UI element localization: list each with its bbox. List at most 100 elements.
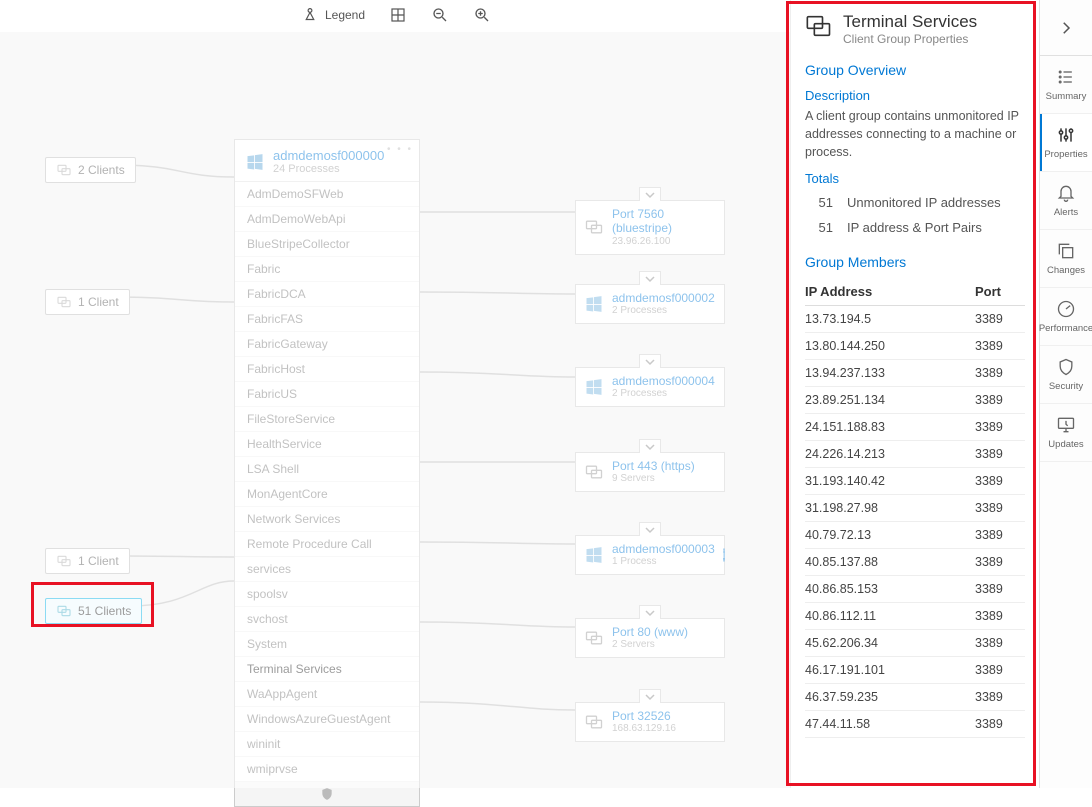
table-row[interactable]: 31.198.27.983389 xyxy=(805,495,1025,522)
rail-item-performance[interactable]: Performance xyxy=(1040,288,1092,346)
process-item[interactable]: LSA Shell xyxy=(235,457,419,482)
process-item[interactable]: Remote Procedure Call xyxy=(235,532,419,557)
process-item[interactable]: FileStoreService xyxy=(235,407,419,432)
process-item[interactable]: FabricFAS xyxy=(235,307,419,332)
windows-icon xyxy=(584,545,604,565)
expand-toggle[interactable] xyxy=(639,605,661,619)
zoom-in-icon[interactable] xyxy=(473,6,491,24)
process-item[interactable]: MonAgentCore xyxy=(235,482,419,507)
clients-icon xyxy=(56,553,72,569)
totals-row: 51IP address & Port Pairs xyxy=(805,215,1025,240)
table-row[interactable]: 47.44.11.583389 xyxy=(805,711,1025,738)
client-group-label: 1 Client xyxy=(78,295,119,309)
machine-card-main[interactable]: • • • admdemosf000000 24 Processes AdmDe… xyxy=(234,139,420,807)
cell-ip: 45.62.206.34 xyxy=(805,630,975,657)
windows-icon xyxy=(245,152,265,172)
process-item[interactable]: FabricHost xyxy=(235,357,419,382)
cell-port: 3389 xyxy=(975,522,1025,549)
cell-ip: 46.37.59.235 xyxy=(805,684,975,711)
rail-item-alerts[interactable]: Alerts xyxy=(1040,172,1092,230)
table-row[interactable]: 31.193.140.423389 xyxy=(805,468,1025,495)
machine-node[interactable]: admdemosf0000022 Processes xyxy=(575,284,725,324)
process-item[interactable]: wininit xyxy=(235,732,419,757)
rail-expand-button[interactable] xyxy=(1040,0,1092,56)
table-row[interactable]: 40.79.72.133389 xyxy=(805,522,1025,549)
process-item[interactable]: spoolsv xyxy=(235,582,419,607)
table-row[interactable]: 13.73.194.53389 xyxy=(805,306,1025,333)
card-menu-icon[interactable]: • • • xyxy=(387,144,413,155)
process-item[interactable]: System xyxy=(235,632,419,657)
port-node[interactable]: Port 32526168.63.129.16 xyxy=(575,702,725,742)
table-row[interactable]: 46.37.59.2353389 xyxy=(805,684,1025,711)
table-row[interactable]: 13.94.237.1333389 xyxy=(805,360,1025,387)
process-item[interactable]: Terminal Services xyxy=(235,657,419,682)
node-subtitle: 2 Processes xyxy=(612,388,715,400)
rail-item-properties[interactable]: Properties xyxy=(1040,114,1092,172)
process-list: AdmDemoSFWebAdmDemoWebApiBlueStripeColle… xyxy=(235,181,419,782)
cell-ip: 24.226.14.213 xyxy=(805,441,975,468)
client-group-2[interactable]: 2 Clients xyxy=(45,157,136,183)
legend-button[interactable]: Legend xyxy=(301,6,365,24)
rail-item-updates[interactable]: Updates xyxy=(1040,404,1092,462)
process-item[interactable]: FabricGateway xyxy=(235,332,419,357)
cell-ip: 13.94.237.133 xyxy=(805,360,975,387)
process-item[interactable]: services xyxy=(235,557,419,582)
table-row[interactable]: 40.86.85.1533389 xyxy=(805,576,1025,603)
client-group-1b[interactable]: 1 Client xyxy=(45,548,130,574)
process-item[interactable]: svchost xyxy=(235,607,419,632)
table-row[interactable]: 24.226.14.2133389 xyxy=(805,441,1025,468)
dependency-map-canvas[interactable]: 2 Clients 1 Client 1 Client 51 Clients •… xyxy=(0,32,790,788)
zoom-out-icon[interactable] xyxy=(431,6,449,24)
node-subtitle: 9 Servers xyxy=(612,473,695,485)
client-group-51-selected[interactable]: 51 Clients xyxy=(45,598,142,624)
cell-port: 3389 xyxy=(975,603,1025,630)
cell-port: 3389 xyxy=(975,360,1025,387)
process-item[interactable]: AdmDemoSFWeb xyxy=(235,182,419,207)
machine-node[interactable]: admdemosf0000031 Processi xyxy=(575,535,725,575)
port-node[interactable]: Port 7560 (bluestripe)23.96.26.100 xyxy=(575,200,725,255)
port-node[interactable]: Port 443 (https)9 Servers xyxy=(575,452,725,492)
expand-toggle[interactable] xyxy=(639,187,661,201)
rail-label: Updates xyxy=(1048,439,1083,450)
table-row[interactable]: 40.86.112.113389 xyxy=(805,603,1025,630)
side-rail: SummaryPropertiesAlertsChangesPerformanc… xyxy=(1039,0,1092,788)
port-node[interactable]: Port 80 (www)2 Servers xyxy=(575,618,725,658)
expand-toggle[interactable] xyxy=(639,522,661,536)
process-item[interactable]: AdmDemoWebApi xyxy=(235,207,419,232)
expand-toggle[interactable] xyxy=(639,439,661,453)
table-row[interactable]: 13.80.144.2503389 xyxy=(805,333,1025,360)
col-port-header: Port xyxy=(975,278,1025,306)
expand-toggle[interactable] xyxy=(639,689,661,703)
cell-ip: 46.17.191.101 xyxy=(805,657,975,684)
rail-item-changes[interactable]: Changes xyxy=(1040,230,1092,288)
expand-toggle[interactable] xyxy=(639,354,661,368)
cell-port: 3389 xyxy=(975,576,1025,603)
client-group-1a[interactable]: 1 Client xyxy=(45,289,130,315)
process-item[interactable]: HealthService xyxy=(235,432,419,457)
cell-ip: 24.151.188.83 xyxy=(805,414,975,441)
panel-header: Terminal Services Client Group Propertie… xyxy=(805,12,1025,46)
table-row[interactable]: 46.17.191.1013389 xyxy=(805,657,1025,684)
process-item[interactable]: WaAppAgent xyxy=(235,682,419,707)
process-item[interactable]: Network Services xyxy=(235,507,419,532)
node-subtitle: 168.63.129.16 xyxy=(612,723,676,735)
expand-toggle[interactable] xyxy=(639,271,661,285)
cell-port: 3389 xyxy=(975,495,1025,522)
info-badge-icon[interactable]: i xyxy=(723,548,725,562)
rail-item-security[interactable]: Security xyxy=(1040,346,1092,404)
table-row[interactable]: 40.85.137.883389 xyxy=(805,549,1025,576)
table-row[interactable]: 45.62.206.343389 xyxy=(805,630,1025,657)
clients-icon xyxy=(56,603,72,619)
process-item[interactable]: Fabric xyxy=(235,257,419,282)
rail-item-summary[interactable]: Summary xyxy=(1040,56,1092,114)
process-item[interactable]: wmiprvse xyxy=(235,757,419,782)
fit-icon[interactable] xyxy=(389,6,407,24)
table-row[interactable]: 24.151.188.833389 xyxy=(805,414,1025,441)
process-item[interactable]: WindowsAzureGuestAgent xyxy=(235,707,419,732)
machine-node[interactable]: admdemosf0000042 Processes xyxy=(575,367,725,407)
table-row[interactable]: 23.89.251.1343389 xyxy=(805,387,1025,414)
process-item[interactable]: FabricDCA xyxy=(235,282,419,307)
process-item[interactable]: FabricUS xyxy=(235,382,419,407)
process-item[interactable]: BlueStripeCollector xyxy=(235,232,419,257)
cell-port: 3389 xyxy=(975,684,1025,711)
